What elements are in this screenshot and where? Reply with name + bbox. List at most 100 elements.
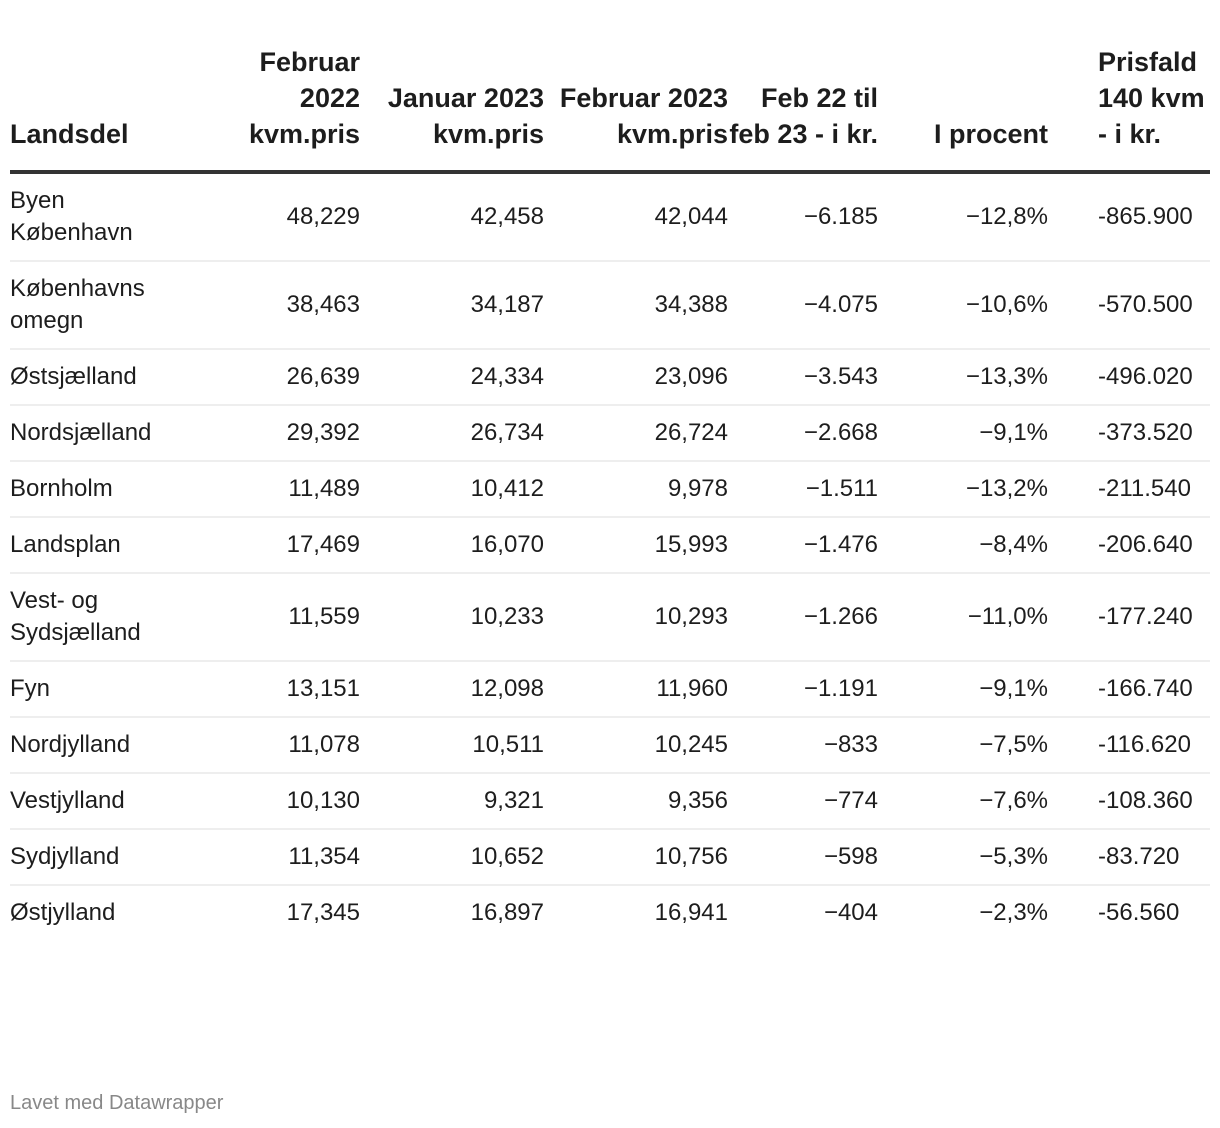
value-cell: −598 (728, 829, 878, 886)
value-cell: −833 (728, 717, 878, 774)
value-cell: −1.511 (728, 461, 878, 518)
value-cell: −13,2% (878, 461, 1048, 518)
table-row: Sydjylland 11,354 10,652 10,756 −598 −5,3% -83… (10, 829, 1210, 886)
value-cell: −7,5% (878, 717, 1048, 774)
table-body: Byen København 48,229 42,458 42,044 −6.185 −1… (10, 172, 1210, 940)
region-cell: Vestjylland (10, 773, 210, 830)
value-cell: −404 (823, 899, 878, 926)
table-row: Bornholm 11,489 10,412 9,978 −1.511 −13,2% -21… (10, 461, 1210, 518)
region-cell: Bornholm (10, 461, 210, 518)
value-cell: 10,511 (360, 717, 544, 774)
table-row: Fyn 13,151 12,098 11,960 −1.191 −9,1% -166.740 (10, 661, 1210, 718)
value-cell: 9,356 (544, 773, 728, 830)
value-cell: -373.520 (1048, 405, 1210, 462)
value-cell: 23,096 (544, 349, 728, 406)
column-header: Landsdel (10, 44, 210, 174)
value-cell: −1.266 (728, 573, 878, 662)
table-row: Østsjælland 26,639 24,334 23,096 −3.543 −13,3… (10, 349, 1210, 406)
value-cell: 10,293 (544, 573, 728, 662)
value-cell: −1.191 (728, 661, 878, 718)
value-cell: −2.668 (728, 405, 878, 462)
table-row: Østjylland 17,345 16,897 16,941 −404 −2,3% -56… (10, 885, 1210, 940)
value-cell: 12,098 (360, 661, 544, 718)
column-header: Feb 22 til feb 23 - i kr. (728, 44, 878, 174)
value-cell: 16,941 (654, 899, 728, 926)
value-cell: 10,412 (360, 461, 544, 518)
value-cell: 9,978 (544, 461, 728, 518)
value-cell: -865.900 (1048, 172, 1210, 262)
value-cell: 29,392 (210, 405, 360, 462)
value-cell: 26,724 (544, 405, 728, 462)
value-cell: −9,1% (878, 661, 1048, 718)
value-cell: -177.240 (1048, 573, 1210, 662)
data-table-container: Landsdel Februar 2022 kvm.pris Januar 2023… (10, 44, 1210, 940)
region-cell: Landsplan (10, 517, 210, 574)
value-cell: −10,6% (878, 261, 1048, 350)
value-cell: 10,233 (360, 573, 544, 662)
value-cell: 11,078 (210, 717, 360, 774)
value-cell: -108.360 (1048, 773, 1210, 830)
table-header-row: Landsdel Februar 2022 kvm.pris Januar 2023… (10, 44, 1210, 174)
column-header: Prisfald 140 kvm - i kr. (1048, 44, 1210, 174)
value-cell: −3.543 (728, 349, 878, 406)
value-cell: 34,187 (360, 261, 544, 350)
table-row: Københavns omegn 38,463 34,187 34,388 −4.075… (10, 261, 1210, 350)
value-cell: −6.185 (728, 172, 878, 262)
value-cell: -83.720 (1048, 829, 1210, 886)
column-header: Februar 2023 kvm.pris (544, 44, 728, 174)
value-cell: 9,321 (360, 773, 544, 830)
table-row: Landsplan 17,469 16,070 15,993 −1.476 −8,4% -2… (10, 517, 1210, 574)
value-cell: -56.560 (1098, 899, 1180, 926)
value-cell: 42,458 (360, 172, 544, 262)
table-row: Nordjylland 11,078 10,511 10,245 −833 −7,5% -1… (10, 717, 1210, 774)
value-cell: -206.640 (1048, 517, 1210, 574)
value-cell: 42,044 (544, 172, 728, 262)
value-cell: −2,3% (979, 899, 1048, 926)
value-cell: 26,734 (360, 405, 544, 462)
datawrapper-credit: Lavet med Datawrapper (10, 1092, 224, 1114)
value-cell: −7,6% (878, 773, 1048, 830)
table-row: Vestjylland 10,130 9,321 9,356 −774 −7,6% -108… (10, 773, 1210, 830)
value-cell: 11,559 (210, 573, 360, 662)
value-cell: 17,345 (286, 899, 360, 926)
region-cell: Nordjylland (10, 717, 210, 774)
value-cell: 11,489 (210, 461, 360, 518)
value-cell: 10,756 (544, 829, 728, 886)
region-cell: Vest- og Sydsjælland (10, 573, 210, 662)
region-cell: Københavns omegn (10, 261, 210, 350)
region-cell: Byen København (10, 172, 210, 262)
region-cell: Østsjælland (10, 349, 210, 406)
value-cell: -570.500 (1048, 261, 1210, 350)
value-cell: 26,639 (210, 349, 360, 406)
value-cell: −11,0% (878, 573, 1048, 662)
value-cell: −1.476 (728, 517, 878, 574)
column-header: Februar 2022 kvm.pris (210, 44, 360, 174)
value-cell: -496.020 (1048, 349, 1210, 406)
table-row: Byen København 48,229 42,458 42,044 −6.185 −1… (10, 172, 1210, 262)
value-cell: −4.075 (728, 261, 878, 350)
value-cell: -211.540 (1048, 461, 1210, 518)
value-cell: 38,463 (210, 261, 360, 350)
value-cell: −8,4% (878, 517, 1048, 574)
region-cell: Nordsjælland (10, 405, 210, 462)
table-row: Vest- og Sydsjælland 11,559 10,233 10,293 −1… (10, 573, 1210, 662)
value-cell: 10,652 (360, 829, 544, 886)
region-cell: Sydjylland (10, 829, 210, 886)
value-cell: −13,3% (878, 349, 1048, 406)
value-cell: 11,960 (544, 661, 728, 718)
region-cell: Østjylland (10, 899, 116, 926)
value-cell: 24,334 (360, 349, 544, 406)
value-cell: 10,245 (544, 717, 728, 774)
table-row: Nordsjælland 29,392 26,734 26,724 −2.668 −9,1… (10, 405, 1210, 462)
value-cell: -116.620 (1048, 717, 1210, 774)
value-cell: 16,070 (360, 517, 544, 574)
data-table: Landsdel Februar 2022 kvm.pris Januar 2023… (10, 44, 1210, 940)
value-cell: 48,229 (210, 172, 360, 262)
region-cell: Fyn (10, 661, 210, 718)
value-cell: 11,354 (210, 829, 360, 886)
value-cell: −12,8% (878, 172, 1048, 262)
value-cell: 15,993 (544, 517, 728, 574)
value-cell: 17,469 (210, 517, 360, 574)
value-cell: 16,897 (470, 899, 544, 926)
value-cell: 10,130 (210, 773, 360, 830)
